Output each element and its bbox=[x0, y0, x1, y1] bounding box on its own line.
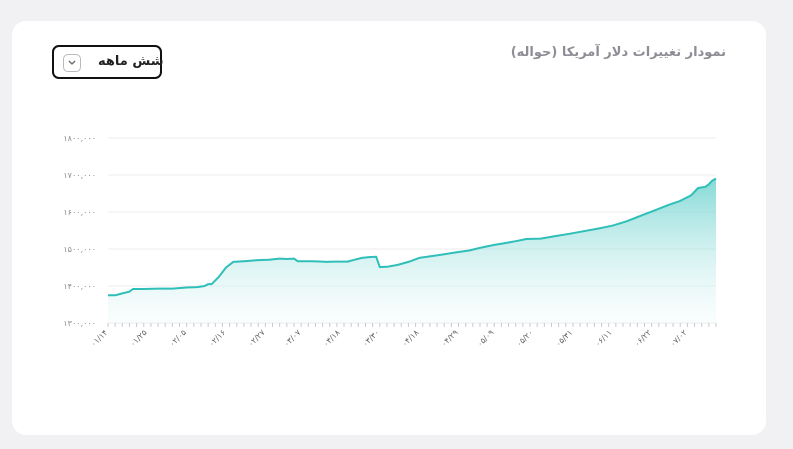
x-tick-label: ۰۱/۲۵ bbox=[128, 328, 148, 348]
x-tick-label: ۰۵/۰۹ bbox=[475, 328, 495, 348]
chevron-down-icon bbox=[63, 54, 81, 72]
x-tick-label: ۰۵/۳۱ bbox=[554, 328, 574, 348]
y-tick-label: ۱۸۰۰,۰۰۰ bbox=[63, 134, 96, 143]
series-area bbox=[108, 178, 716, 323]
x-tick-label: ۰۶/۲۲ bbox=[633, 328, 653, 348]
x-tick-label: ۰۴/۲۹ bbox=[439, 328, 459, 348]
x-tick-label: ۰۱/۱۴ bbox=[89, 328, 109, 348]
x-tick-label: ۰۲/۱۶ bbox=[207, 328, 227, 348]
range-select-label: شش ماهه bbox=[98, 54, 164, 69]
x-tick-label: ۰۲/۰۵ bbox=[168, 328, 188, 348]
y-tick-label: ۱۴۰۰,۰۰۰ bbox=[63, 282, 96, 291]
x-tick-label: ۰۴/۱۸ bbox=[400, 328, 421, 349]
x-tick-label: ۰۲/۲۷ bbox=[246, 328, 267, 349]
range-select[interactable]: شش ماهه bbox=[52, 45, 164, 79]
x-axis: ۰۱/۱۴ ۰۱/۲۵ ۰۲/۰۵ ۰۲/۱۶ ۰۲/۲۷ ۰۳/۰۷ ۰۳/۱۸ ۰۳/۳۰… bbox=[89, 323, 717, 349]
y-tick-label: ۱۷۰۰,۰۰۰ bbox=[63, 171, 96, 180]
y-tick-label: ۱۵۰۰,۰۰۰ bbox=[63, 245, 96, 254]
x-tick-label: ۰۵/۲۰ bbox=[515, 328, 535, 348]
y-tick-label: ۱۳۰۰,۰۰۰ bbox=[63, 319, 96, 328]
x-tick-label: ۰۳/۰۷ bbox=[282, 328, 303, 349]
x-tick-label: ۰۳/۱۸ bbox=[321, 328, 342, 349]
chart-title: نمودار تغییرات دلار آمریکا (حواله) bbox=[510, 45, 726, 60]
x-tick-label: ۰۳/۳۰ bbox=[361, 328, 381, 348]
y-axis: ۱۳۰۰,۰۰۰ ۱۴۰۰,۰۰۰ ۱۵۰۰,۰۰۰ ۱۶۰۰,۰۰۰ ۱۷۰۰,۰۰۰… bbox=[63, 134, 96, 328]
x-tick-label: ۰۶/۱۱ bbox=[593, 328, 613, 348]
y-tick-label: ۱۶۰۰,۰۰۰ bbox=[63, 208, 96, 217]
series-layer bbox=[108, 177, 717, 323]
series-line bbox=[108, 177, 717, 297]
x-tick-label: ۰۷/۰۲ bbox=[668, 328, 688, 348]
